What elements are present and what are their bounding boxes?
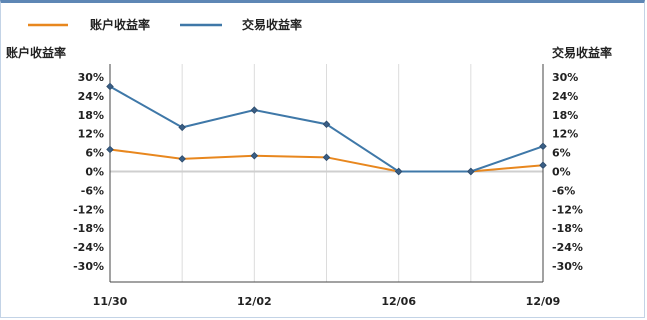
data-point — [539, 142, 547, 151]
data-point — [322, 120, 331, 129]
data-point — [467, 167, 475, 176]
y-tick-label-left: 24% — [78, 90, 104, 103]
x-tick-label: 12/06 — [381, 295, 416, 308]
y-tick-label-left: 30% — [78, 71, 104, 84]
data-point — [106, 145, 114, 154]
y-axis-title-left: 账户收益率 — [6, 45, 66, 60]
y-tick-label-right: 12% — [552, 128, 578, 141]
y-tick-label-right: -12% — [552, 203, 583, 216]
data-point — [250, 106, 259, 114]
legend-label-trade-return: 交易收益率 — [242, 17, 302, 32]
data-point — [539, 161, 547, 169]
data-point — [106, 82, 114, 91]
y-tick-label-left: -30% — [73, 260, 104, 273]
grid — [110, 64, 543, 282]
y-tick-label-right: 6% — [552, 147, 571, 160]
legend-label-account-return: 账户收益率 — [90, 17, 150, 32]
x-tick-label: 12/02 — [237, 295, 272, 308]
y-tick-label-right: 18% — [552, 109, 578, 122]
data-point — [178, 155, 186, 163]
y-tick-label-right: -18% — [552, 222, 583, 235]
legend: 账户收益率 交易收益率 — [28, 17, 302, 32]
y-tick-label-right: 30% — [552, 71, 578, 84]
y-tick-label-right: -30% — [552, 260, 583, 273]
y-tick-label-right: -24% — [552, 241, 583, 254]
series — [106, 82, 547, 176]
y-tick-label-left: -6% — [81, 184, 104, 197]
y-tick-label-right: 24% — [552, 90, 578, 103]
axes — [109, 64, 544, 283]
y-tick-label-left: -12% — [73, 203, 104, 216]
y-tick-label-left: 12% — [78, 128, 104, 141]
y-tick-label-right: 0% — [552, 166, 571, 179]
data-point — [178, 123, 186, 132]
y-tick-label-left: -18% — [73, 222, 104, 235]
y-axis-title-right: 交易收益率 — [552, 45, 612, 60]
y-tick-label-left: 18% — [78, 109, 104, 122]
y-tick-label-left: -24% — [73, 241, 104, 254]
tick-labels: 30% 30% 24% 24% 18% 18% 12% 12% 6% 6% 0% 0% -6% -6% -1… — [73, 71, 583, 308]
x-tick-label: 11/30 — [93, 295, 128, 308]
data-point — [250, 151, 259, 160]
y-tick-label-right: -6% — [552, 184, 575, 197]
y-tick-label-left: 6% — [85, 147, 104, 160]
y-tick-label-left: 0% — [85, 166, 104, 179]
data-point — [394, 167, 403, 176]
x-tick-label: 12/09 — [526, 295, 561, 308]
data-point — [322, 153, 331, 162]
